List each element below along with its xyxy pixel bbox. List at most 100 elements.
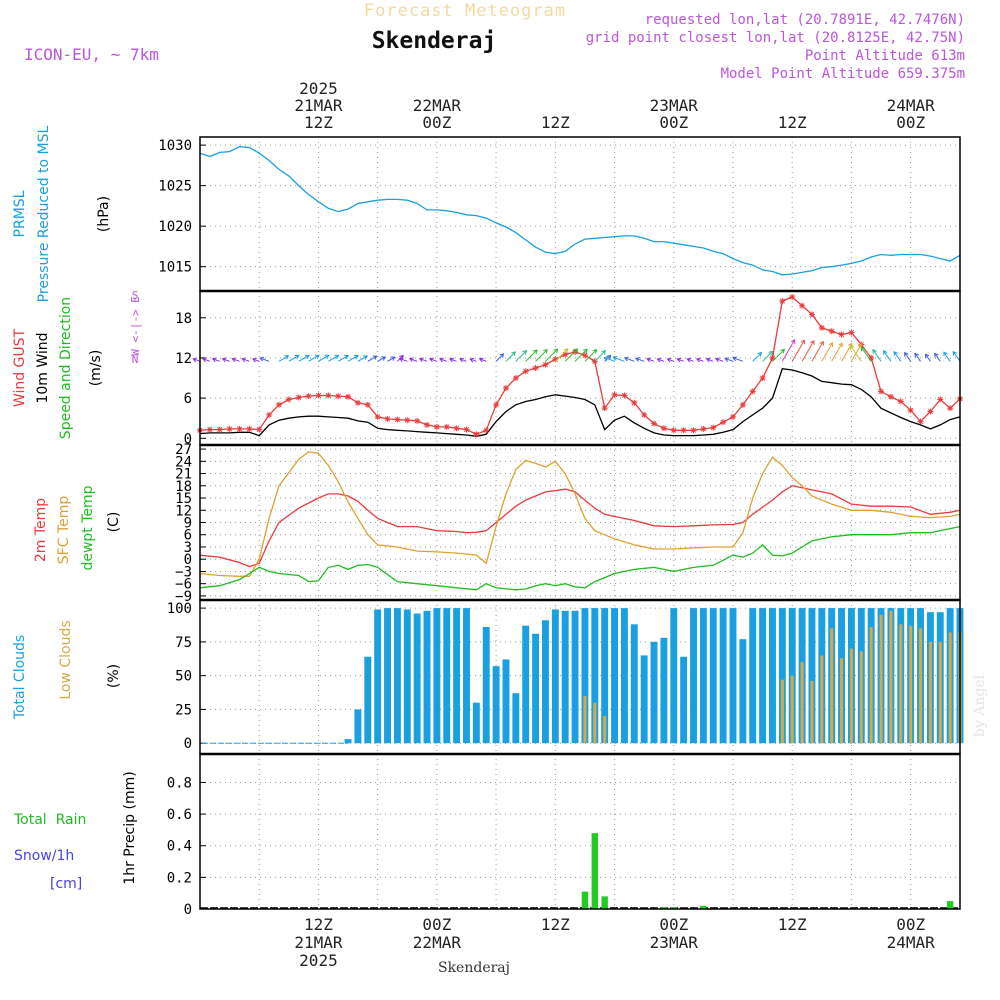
wind-direction-arrow bbox=[635, 357, 645, 362]
gust-marker bbox=[512, 375, 519, 382]
gust-marker bbox=[374, 413, 381, 420]
wind-direction-arrow bbox=[554, 348, 569, 362]
low-cloud-bar bbox=[849, 648, 853, 744]
ytick-label: 50 bbox=[175, 669, 192, 685]
wind-speed-line bbox=[199, 367, 961, 437]
wind-direction-arrow bbox=[603, 356, 615, 362]
gust-marker bbox=[838, 331, 845, 338]
total-cloud-bar bbox=[492, 666, 500, 744]
ytick-label: 0.2 bbox=[167, 870, 192, 886]
snow-label: Snow/1h bbox=[14, 848, 74, 864]
total-cloud-bar bbox=[769, 608, 776, 744]
total-cloud-bar bbox=[749, 608, 757, 744]
gust-marker bbox=[305, 393, 312, 400]
top-time-label: 12Z bbox=[304, 113, 333, 132]
total-cloud-bar bbox=[660, 637, 668, 744]
wind-direction-arrow bbox=[357, 355, 369, 362]
precip-panel: 0 0.2 0.4 0.6 0.8 bbox=[167, 754, 960, 918]
rain-bar bbox=[660, 907, 668, 909]
low-cloud-bar bbox=[800, 662, 804, 744]
wind-direction-arrow bbox=[288, 355, 300, 362]
gust-marker bbox=[581, 352, 588, 359]
gust-marker bbox=[897, 398, 904, 405]
wind-direction-arrow bbox=[259, 356, 270, 362]
wind-direction-arrow bbox=[831, 342, 843, 362]
gust-marker bbox=[433, 423, 440, 430]
ytick-label: −9 bbox=[175, 589, 192, 605]
temp-labels: 2m Temp SFC Temp dewpt Temp (C) bbox=[33, 485, 122, 570]
bottom-time-label: 12Z bbox=[304, 915, 333, 934]
point-altitude: Point Altitude 613m bbox=[805, 48, 965, 64]
wind-label-2: 10m Wind bbox=[35, 332, 51, 403]
wind-direction-arrow bbox=[904, 351, 912, 362]
wind-direction-arrow bbox=[231, 357, 240, 363]
ytick-label: 9 bbox=[184, 516, 192, 532]
gust-marker bbox=[473, 431, 480, 438]
ytick-label: 1025 bbox=[158, 179, 192, 195]
compass-rose: N W <-|-> E S bbox=[129, 289, 142, 366]
rain-bar bbox=[601, 896, 608, 909]
ytick-label: 15 bbox=[175, 491, 192, 507]
wind-direction-arrow bbox=[791, 339, 805, 362]
wind-direction-arrow bbox=[377, 356, 387, 362]
ytick-label: 0 bbox=[184, 902, 192, 918]
model-altitude: Model Point Altitude 659.375m bbox=[721, 66, 965, 82]
bottom-time-label: 12Z bbox=[778, 915, 807, 934]
total-cloud-bar bbox=[542, 620, 549, 744]
gust-marker bbox=[621, 392, 628, 399]
total-cloud-bar bbox=[680, 656, 688, 744]
gust-marker bbox=[799, 302, 806, 309]
top-time-label: 12Z bbox=[541, 113, 570, 132]
total-cloud-bar bbox=[354, 709, 362, 744]
wind-direction-arrow bbox=[872, 348, 882, 362]
temp-dewpt-line bbox=[199, 525, 961, 591]
ytick-label: 21 bbox=[175, 467, 192, 483]
top-time-label: 2025 bbox=[299, 79, 338, 98]
gust-marker bbox=[917, 418, 924, 425]
faint-title: Forecast Meteogram bbox=[364, 1, 566, 21]
low-cloud-bar bbox=[928, 641, 932, 744]
wind-direction-arrow bbox=[525, 349, 538, 362]
pressure-labels: PRMSL Pressure Reduced to MSL (hPa) bbox=[12, 125, 112, 302]
temp-2m-line bbox=[199, 485, 961, 568]
wind-direction-arrow bbox=[418, 357, 428, 363]
wind-direction-arrow bbox=[849, 344, 862, 362]
wind-labels: Wind GUST 10m Wind Speed and Direction (… bbox=[12, 289, 142, 439]
wind-direction-arrow bbox=[686, 357, 694, 363]
wind-direction-arrow bbox=[192, 357, 201, 363]
low-cloud-bar bbox=[938, 641, 942, 744]
low-cloud-bar bbox=[909, 625, 913, 744]
gust-marker bbox=[236, 425, 243, 432]
rain-label: Total Rain bbox=[13, 812, 86, 828]
gust-marker bbox=[927, 408, 934, 415]
compass-we: W <-|-> E bbox=[129, 296, 142, 356]
total-cloud-bar bbox=[433, 608, 441, 744]
ytick-label: 0.8 bbox=[167, 775, 192, 791]
ytick-label: 6 bbox=[184, 391, 192, 407]
wind-direction-arrow bbox=[308, 354, 320, 362]
wind-direction-arrow bbox=[801, 339, 815, 362]
prmsl-line bbox=[199, 146, 961, 276]
wind-direction-arrow bbox=[623, 356, 635, 362]
total-cloud-bar bbox=[650, 641, 658, 744]
wind-direction-arrow bbox=[478, 357, 487, 363]
gust-marker bbox=[601, 405, 608, 412]
gust-marker bbox=[828, 328, 835, 335]
wind-direction-arrow bbox=[893, 351, 902, 362]
low-cloud-bar bbox=[790, 675, 794, 744]
wind-direction-arrow bbox=[943, 351, 951, 362]
low-cloud-bar bbox=[918, 628, 923, 744]
gust-marker bbox=[394, 416, 401, 423]
wind-direction-arrow bbox=[449, 357, 457, 363]
wind-direction-arrow bbox=[584, 348, 598, 362]
rain-bar bbox=[700, 905, 707, 909]
gust-marker bbox=[315, 392, 322, 399]
total-cloud-bar bbox=[472, 702, 480, 744]
gust-marker bbox=[937, 396, 944, 403]
cloud-label-2: Low Clouds bbox=[58, 620, 74, 699]
gust-marker bbox=[335, 393, 342, 400]
top-time-label: 12Z bbox=[778, 113, 807, 132]
wind-direction-arrow bbox=[666, 357, 674, 363]
